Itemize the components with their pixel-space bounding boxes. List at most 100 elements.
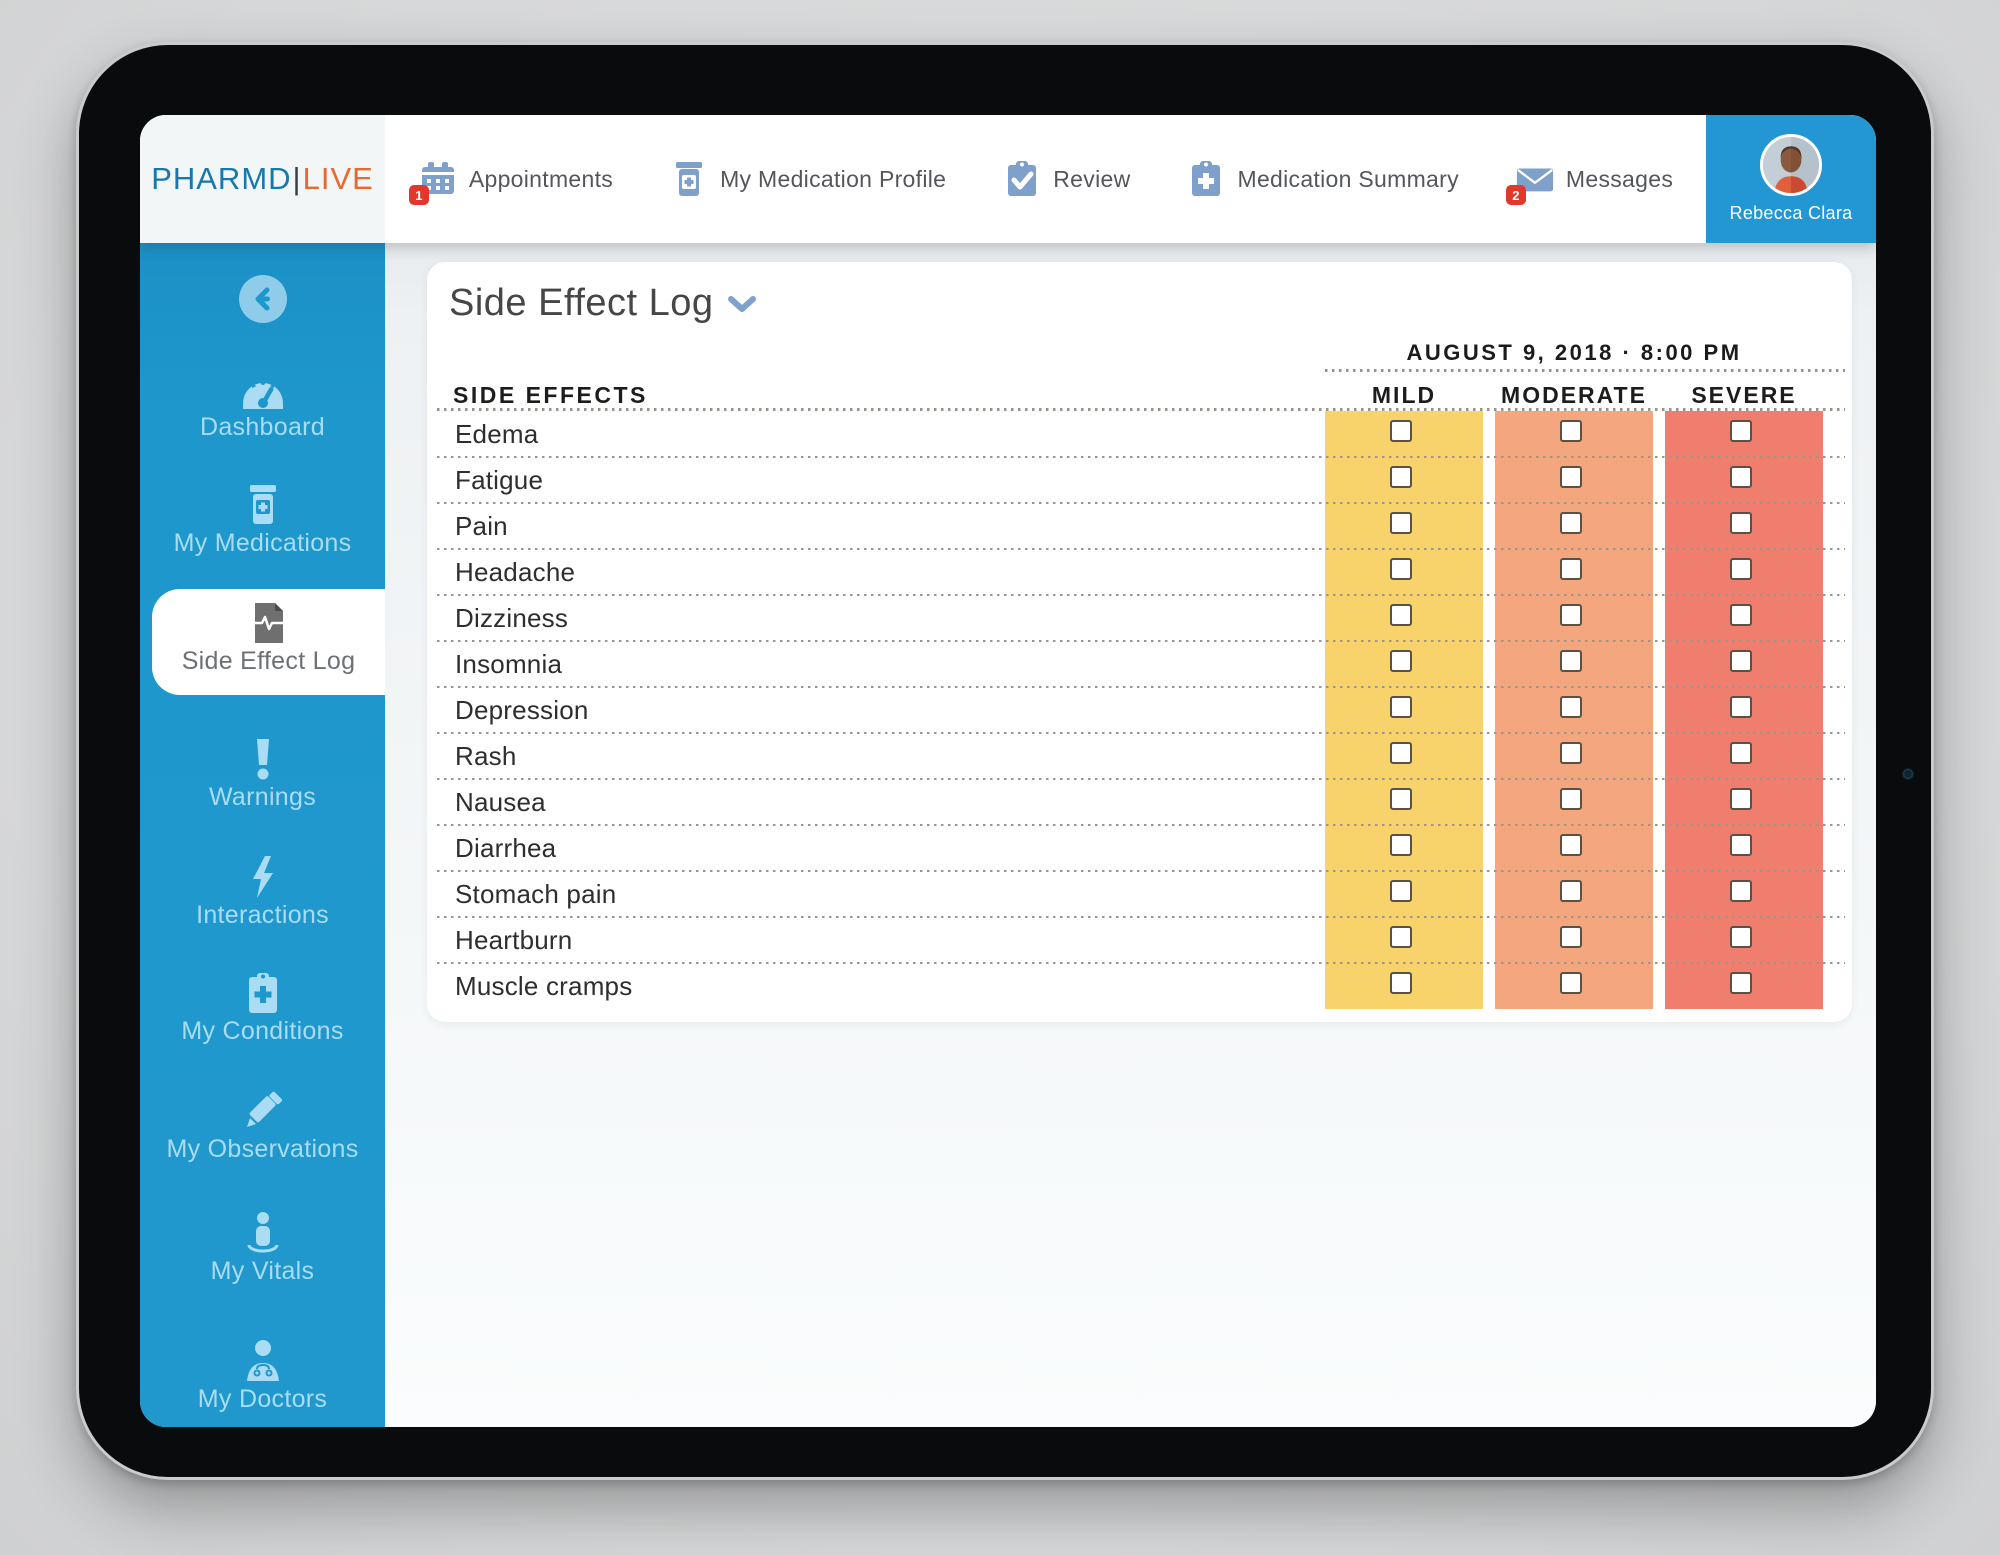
card-title-row: Side Effect Log <box>449 282 756 325</box>
back-button[interactable] <box>239 275 287 323</box>
gauge-icon <box>140 367 385 411</box>
checkbox-moderate[interactable] <box>1560 512 1582 534</box>
checkbox-mild[interactable] <box>1390 742 1412 764</box>
appointments-badge: 1 <box>408 185 429 205</box>
checkbox-moderate[interactable] <box>1560 834 1582 856</box>
checkbox-mild[interactable] <box>1390 466 1412 488</box>
table-row-depression: Depression <box>437 687 1845 734</box>
checkbox-severe[interactable] <box>1730 650 1752 672</box>
sidebar-item-interactions[interactable]: Interactions <box>140 855 385 930</box>
lightning-icon <box>140 855 385 899</box>
checkbox-moderate[interactable] <box>1560 926 1582 948</box>
envelope-icon: 2 <box>1505 159 1555 205</box>
table-row-pain: Pain <box>437 503 1845 550</box>
table-row-stomach-pain: Stomach pain <box>437 871 1845 918</box>
checkbox-moderate[interactable] <box>1560 420 1582 442</box>
clipboard-plus-icon <box>1186 159 1226 199</box>
brand-divider: | <box>292 161 302 196</box>
document-pulse-icon <box>152 601 385 645</box>
nav-item-medication-summary[interactable]: Medication Summary <box>1186 159 1459 199</box>
page-title: Side Effect Log <box>449 282 714 324</box>
messages-badge: 2 <box>1505 185 1526 205</box>
checkbox-severe[interactable] <box>1730 696 1752 718</box>
checkbox-severe[interactable] <box>1730 512 1752 534</box>
sidebar-item-dashboard[interactable]: Dashboard <box>140 367 385 442</box>
exclamation-icon <box>140 737 385 781</box>
table-top-divider <box>437 408 1845 411</box>
checkbox-severe[interactable] <box>1730 742 1752 764</box>
nav-item-my-medication-profile[interactable]: My Medication Profile <box>669 159 946 199</box>
checkbox-severe[interactable] <box>1730 466 1752 488</box>
top-navigation: 1 Appointments My Medicatio <box>385 115 1706 243</box>
chevron-down-icon[interactable] <box>727 296 756 319</box>
checkbox-severe[interactable] <box>1730 420 1752 442</box>
person-vitals-icon <box>140 1211 385 1255</box>
nav-item-messages[interactable]: 2 Messages <box>1505 159 1673 205</box>
clipboard-check-icon <box>1002 159 1042 199</box>
checkbox-mild[interactable] <box>1390 880 1412 902</box>
side-effects-column-header: SIDE EFFECTS <box>453 382 648 408</box>
table-row-fatigue: Fatigue <box>437 457 1845 504</box>
logo-panel: PHARMD|LIVE <box>140 115 385 243</box>
checkbox-severe[interactable] <box>1730 558 1752 580</box>
column-header-moderate: MODERATE <box>1501 382 1647 408</box>
nav-item-appointments[interactable]: 1 Appointments <box>408 159 613 205</box>
sidebar-item-side-effect-log[interactable]: Side Effect Log <box>152 589 385 695</box>
checkbox-mild[interactable] <box>1390 650 1412 672</box>
side-effect-log-card: Side Effect Log AUGUST 9, 2018 · 8:00 PM… <box>427 262 1852 1022</box>
sidebar-item-my-doctors[interactable]: My Doctors <box>140 1339 385 1414</box>
back-arrow-icon <box>250 286 276 312</box>
side-effect-table: Edema Fatigue Pain <box>437 411 1845 1009</box>
sidebar-item-my-observations[interactable]: My Observations <box>140 1089 385 1164</box>
checkbox-severe[interactable] <box>1730 604 1752 626</box>
checkbox-moderate[interactable] <box>1560 696 1582 718</box>
table-row-dizziness: Dizziness <box>437 595 1845 642</box>
nav-item-review[interactable]: Review <box>1002 159 1130 199</box>
brand-secondary: LIVE <box>302 161 374 196</box>
checkbox-moderate[interactable] <box>1560 880 1582 902</box>
checkbox-mild[interactable] <box>1390 558 1412 580</box>
pencil-icon <box>140 1089 385 1133</box>
sidebar-item-my-medications[interactable]: My Medications <box>140 483 385 558</box>
column-header-severe: SEVERE <box>1691 382 1797 408</box>
checkbox-severe[interactable] <box>1730 788 1752 810</box>
checkbox-severe[interactable] <box>1730 880 1752 902</box>
app-screen: PHARMD|LIVE <box>140 115 1876 1427</box>
checkbox-mild[interactable] <box>1390 834 1412 856</box>
checkbox-moderate[interactable] <box>1560 742 1582 764</box>
checkbox-moderate[interactable] <box>1560 650 1582 672</box>
doctor-icon <box>140 1339 385 1383</box>
sidebar-item-my-vitals[interactable]: My Vitals <box>140 1211 385 1286</box>
checkbox-severe[interactable] <box>1730 926 1752 948</box>
user-menu[interactable]: Rebecca Clara <box>1706 115 1876 243</box>
checkbox-moderate[interactable] <box>1560 466 1582 488</box>
checkbox-moderate[interactable] <box>1560 972 1582 994</box>
clipboard-plus-icon <box>140 971 385 1015</box>
sidebar-item-my-conditions[interactable]: My Conditions <box>140 971 385 1046</box>
checkbox-moderate[interactable] <box>1560 788 1582 810</box>
table-row-nausea: Nausea <box>437 779 1845 826</box>
log-date: AUGUST 9, 2018 · 8:00 PM <box>1406 340 1742 365</box>
date-divider <box>1325 369 1845 372</box>
table-row-muscle-cramps: Muscle cramps <box>437 963 1845 1009</box>
sidebar-item-warnings[interactable]: Warnings <box>140 737 385 812</box>
app-logo: PHARMD|LIVE <box>151 161 374 197</box>
camera-icon <box>1903 769 1913 779</box>
checkbox-mild[interactable] <box>1390 788 1412 810</box>
user-name: Rebecca Clara <box>1729 203 1853 223</box>
checkbox-moderate[interactable] <box>1560 558 1582 580</box>
checkbox-mild[interactable] <box>1390 420 1412 442</box>
pill-bottle-icon <box>140 483 385 527</box>
checkbox-severe[interactable] <box>1730 972 1752 994</box>
checkbox-moderate[interactable] <box>1560 604 1582 626</box>
table-row-insomnia: Insomnia <box>437 641 1845 688</box>
checkbox-mild[interactable] <box>1390 972 1412 994</box>
checkbox-mild[interactable] <box>1390 696 1412 718</box>
sidebar: Dashboard My Medications <box>140 243 385 1427</box>
checkbox-mild[interactable] <box>1390 512 1412 534</box>
column-header-mild: MILD <box>1371 382 1437 408</box>
checkbox-severe[interactable] <box>1730 834 1752 856</box>
checkbox-mild[interactable] <box>1390 604 1412 626</box>
tablet-frame: PHARMD|LIVE <box>76 42 1934 1480</box>
checkbox-mild[interactable] <box>1390 926 1412 948</box>
